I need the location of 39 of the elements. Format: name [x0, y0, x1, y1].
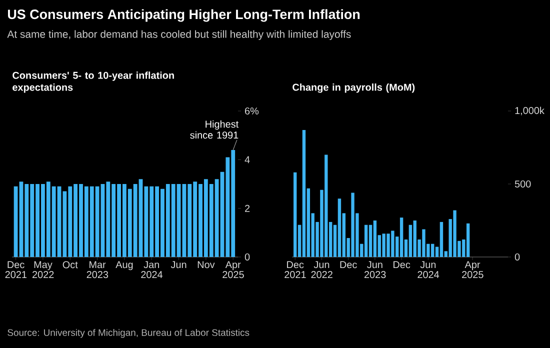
x-tick-label: Jun 2023 — [364, 261, 386, 278]
y-axis-title: Consumers' 5- to 10-year inflation expectations — [12, 72, 174, 93]
x-tick-label: Apr 2025 — [222, 261, 244, 278]
bar — [466, 223, 470, 257]
x-tick-label: Nov — [198, 261, 215, 268]
x-tick-label: Dec 2021 — [5, 261, 27, 278]
bar — [373, 220, 377, 257]
y-tick-label: 0 — [514, 253, 520, 261]
x-tick-label: Mar 2023 — [86, 261, 108, 278]
bar — [408, 224, 412, 257]
bar — [294, 172, 297, 257]
bar — [302, 130, 306, 257]
y-tick-label: 1,000k — [515, 106, 544, 116]
y-axis-title: Change in payrolls (MoM) — [292, 83, 415, 93]
y-tick-label: 0 — [244, 253, 250, 261]
bar — [338, 198, 342, 257]
x-tick-label: Jun — [170, 261, 186, 268]
bar — [364, 224, 368, 257]
y-tick-label: 2 — [245, 204, 250, 212]
x-tick-label: May 2022 — [32, 261, 54, 278]
x-tick-label: Oct — [62, 261, 78, 268]
x-tick-label: Dec — [340, 261, 357, 268]
x-tick-label: Jun 2024 — [418, 261, 440, 278]
y-tick-label: 6% — [245, 107, 259, 115]
chart-title: US Consumers Anticipating Higher Long-Term Inflation — [8, 9, 360, 22]
chart-subtitle: At same time, labor demand has cooled but still healthy with limited layoffs — [7, 30, 351, 40]
x-tick-label: Dec — [394, 261, 410, 268]
source-note: Source: University of Michigan, Bureau of Labor Statistics — [8, 328, 250, 338]
y-tick-label: 500 — [514, 180, 531, 188]
y-tick-label: 4 — [244, 156, 250, 164]
bar — [368, 224, 372, 257]
x-tick-label: Jan 2024 — [141, 261, 163, 278]
x-tick-label: Dec 2021 — [284, 261, 306, 278]
x-tick-label: Jun 2022 — [311, 261, 332, 278]
x-tick-label: Aug — [116, 261, 133, 270]
bar — [400, 218, 404, 257]
bar — [440, 222, 444, 257]
annotation: Highest since 1991 — [190, 120, 239, 139]
x-tick-label: Apr 2025 — [462, 261, 484, 278]
